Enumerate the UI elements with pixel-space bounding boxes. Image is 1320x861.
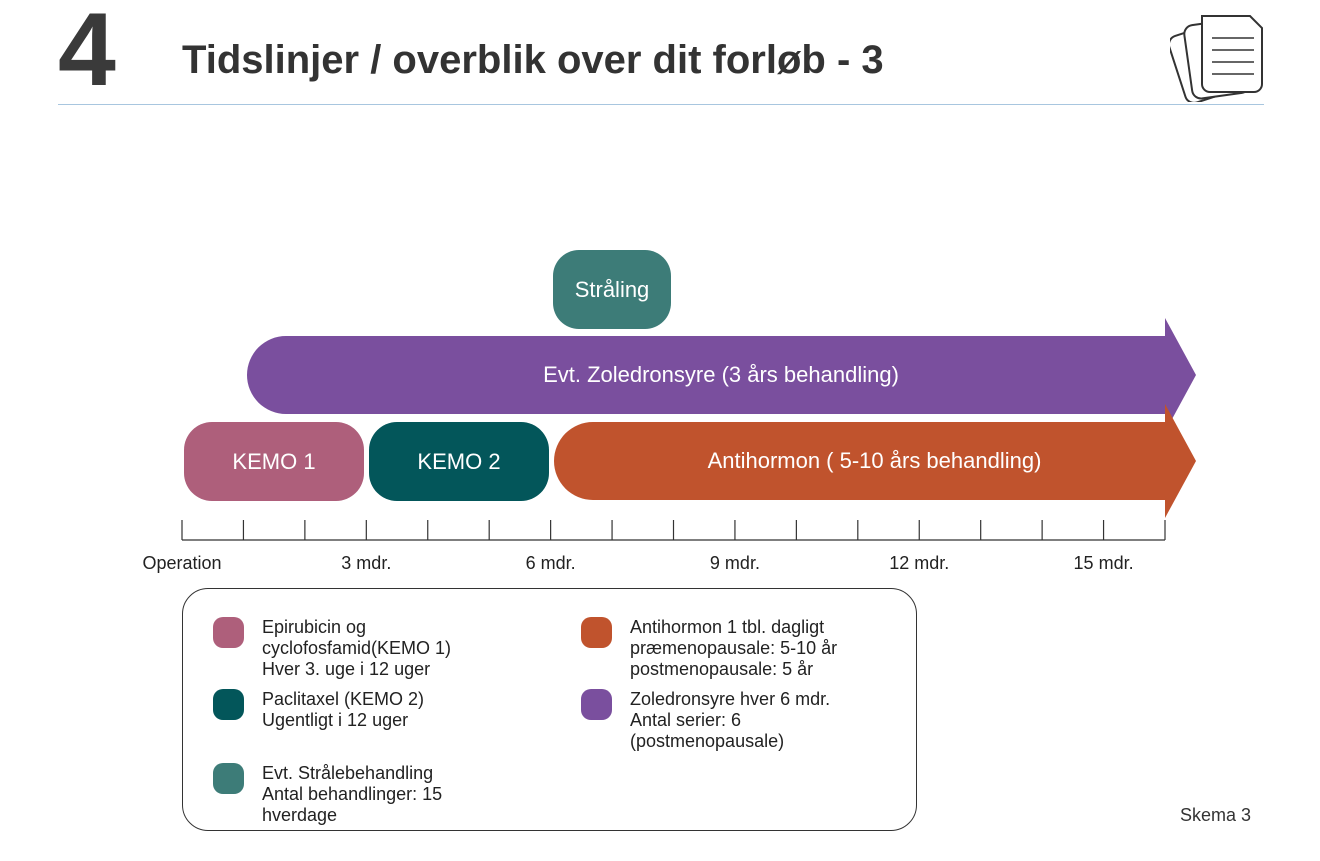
legend-swatch-kemo1 <box>213 617 244 648</box>
header-divider <box>58 104 1264 105</box>
axis-tick-label: 3 mdr. <box>341 553 392 573</box>
antihormon-arrow: Antihormon ( 5-10 års behandling) <box>553 404 1196 518</box>
legend-text-kemo2: Paclitaxel (KEMO 2) Ugentligt i 12 uger <box>262 689 425 730</box>
document-stack-icon <box>1170 15 1263 102</box>
axis-tick-label: 9 mdr. <box>709 553 760 573</box>
legend-swatch-zoledronsyre <box>581 689 612 720</box>
axis-tick-label: 15 mdr. <box>1073 553 1134 573</box>
legend-item-zoledronsyre: Zoledronsyre hver 6 mdr. Antal serier: 6… <box>581 689 830 752</box>
schema-label: Skema 3 <box>1180 805 1252 825</box>
legend-swatch-antihormon <box>581 617 612 648</box>
straaling-bar: Stråling <box>553 250 671 329</box>
zoledronsyre-arrow-shape <box>247 318 1196 432</box>
axis-ticks <box>181 520 1166 540</box>
legend-text-antihormon: Antihormon 1 tbl. dagligt præmenopausale… <box>630 617 838 679</box>
legend-item-straaling: Evt. Strålebehandling Antal behandlinger… <box>213 763 442 826</box>
zoledronsyre-arrow: Evt. Zoledronsyre (3 års behandling) <box>246 318 1196 432</box>
legend-swatch-kemo2 <box>213 689 244 720</box>
axis-tick-label: 12 mdr. <box>889 553 950 573</box>
kemo1-bar: KEMO 1 <box>184 422 364 501</box>
legend-item-kemo1: Epirubicin og cyclofosfamid(KEMO 1) Hver… <box>213 617 451 680</box>
antihormon-arrow-shape <box>554 404 1196 518</box>
antihormon-label: Antihormon ( 5-10 års behandling) <box>707 448 1042 473</box>
straaling-label: Stråling <box>574 276 650 302</box>
page-title: Tidslinjer / overblik over dit forløb - … <box>182 38 884 82</box>
axis-tick-label: Operation <box>142 553 222 573</box>
legend-text-kemo1: Epirubicin og cyclofosfamid(KEMO 1) Hver… <box>262 617 452 679</box>
legend-text-zoledronsyre: Zoledronsyre hver 6 mdr. Antal serier: 6… <box>630 689 831 751</box>
legend-item-kemo2: Paclitaxel (KEMO 2) Ugentligt i 12 uger <box>213 689 424 731</box>
kemo2-bar: KEMO 2 <box>369 422 549 501</box>
legend-text-straaling: Evt. Strålebehandling Antal behandlinger… <box>262 763 443 825</box>
legend-swatch-straaling <box>213 763 244 794</box>
kemo2-label: KEMO 2 <box>417 448 501 474</box>
zoledronsyre-label: Evt. Zoledronsyre (3 års behandling) <box>543 362 899 387</box>
kemo1-label: KEMO 1 <box>232 448 316 474</box>
legend-box <box>182 588 917 831</box>
axis-tick-label: 6 mdr. <box>525 553 576 573</box>
chapter-number: 4 <box>58 0 116 108</box>
legend-item-antihormon: Antihormon 1 tbl. dagligt præmenopausale… <box>581 617 837 680</box>
